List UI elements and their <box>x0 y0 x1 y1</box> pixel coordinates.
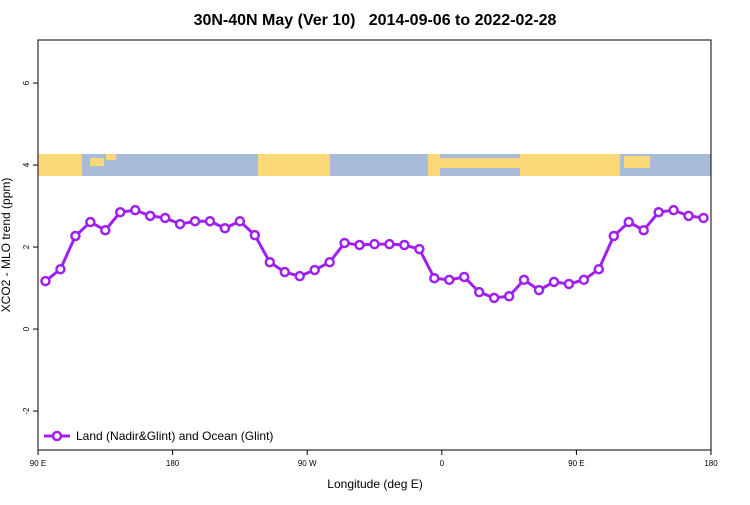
data-point <box>369 238 380 250</box>
data-point <box>638 224 649 236</box>
data-point <box>70 230 81 242</box>
plot-frame <box>37 39 712 451</box>
data-point <box>414 243 425 255</box>
data-point <box>503 291 515 302</box>
data-point <box>623 216 634 228</box>
land <box>428 154 440 176</box>
data-point <box>294 270 305 282</box>
land <box>90 158 104 166</box>
map-strip <box>38 154 711 176</box>
x-tick-label: 90 W <box>298 459 317 468</box>
data-point <box>324 256 335 268</box>
data-point <box>129 204 141 216</box>
data-point <box>249 229 261 241</box>
data-point <box>159 212 171 224</box>
data-point <box>204 215 216 227</box>
land <box>440 158 520 168</box>
land <box>258 154 330 176</box>
data-point <box>384 238 395 250</box>
y-tick-label: 0 <box>22 326 31 331</box>
data-point <box>444 274 455 286</box>
data-point <box>234 215 246 227</box>
data-point <box>668 204 679 216</box>
data-point <box>115 206 126 218</box>
legend-label: Land (Nadir&Glint) and Ocean (Glint) <box>76 429 273 443</box>
data-point <box>189 215 201 227</box>
x-tick-label: 180 <box>704 459 718 468</box>
x-tick-label: 90 E <box>568 459 584 468</box>
data-point <box>174 218 186 230</box>
y-tick-label: 2 <box>22 244 31 249</box>
data-point <box>354 239 365 251</box>
data-point <box>593 263 605 275</box>
data-point <box>473 286 485 298</box>
data-point <box>533 284 545 296</box>
data-point <box>563 278 575 290</box>
data-point <box>279 266 291 278</box>
data-point <box>40 275 51 287</box>
data-point <box>698 212 709 224</box>
data-point <box>85 216 96 228</box>
data-point <box>339 237 350 249</box>
x-axis-label: Longitude (deg E) <box>327 477 422 491</box>
data-point <box>144 210 156 222</box>
data-point <box>488 292 500 304</box>
data-point <box>100 224 111 236</box>
legend-marker <box>51 430 63 442</box>
data-point <box>683 210 694 222</box>
x-tick-label: 0 <box>440 459 445 468</box>
data-point <box>264 256 276 268</box>
y-axis-label: XCO2 - MLO trend (ppm) <box>0 178 13 313</box>
land <box>106 154 116 160</box>
x-tick-label: 90 E <box>30 459 46 468</box>
data-point <box>429 272 440 284</box>
data-point <box>518 274 530 286</box>
data-point <box>653 206 664 218</box>
land <box>624 156 650 168</box>
data-point <box>309 264 320 276</box>
y-tick-label: 4 <box>22 162 31 167</box>
y-tick-label: -2 <box>22 407 31 415</box>
data-point <box>548 276 560 288</box>
data-point <box>608 230 620 242</box>
land <box>520 154 620 176</box>
land <box>38 154 82 176</box>
data-point <box>399 239 410 251</box>
x-tick-label: 180 <box>166 459 180 468</box>
data-point <box>219 222 231 234</box>
data-point <box>578 274 590 286</box>
data-point <box>55 263 66 275</box>
y-tick-label: 6 <box>22 80 31 85</box>
chart-title: 30N-40N May (Ver 10) 2014-09-06 to 2022-… <box>194 12 557 29</box>
data-point <box>458 271 470 283</box>
